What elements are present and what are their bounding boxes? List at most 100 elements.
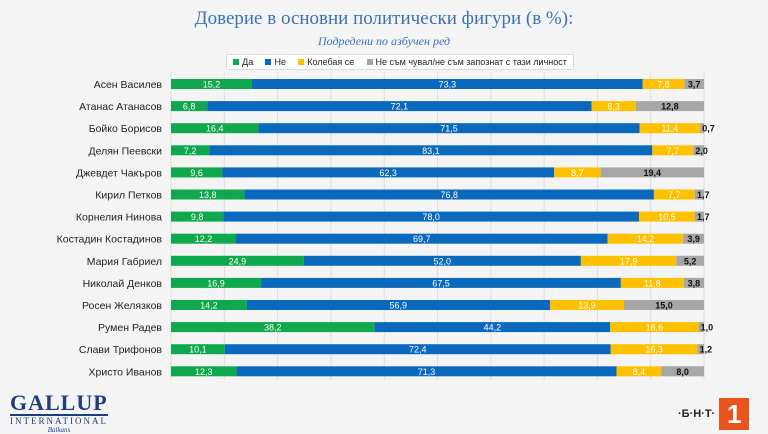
category-label: Николай Денков <box>83 278 163 290</box>
data-label: 1,7 <box>697 212 710 222</box>
data-label: 3,7 <box>688 80 701 90</box>
data-label: 7,8 <box>657 80 670 90</box>
bar-segment <box>554 167 601 178</box>
bar-segment <box>171 300 247 310</box>
bar-segment <box>171 344 225 355</box>
bar-segment <box>171 211 224 222</box>
data-label: 14,2 <box>200 301 218 311</box>
bar-segment <box>610 322 699 333</box>
bar-segment <box>246 300 550 310</box>
bar-segment <box>171 233 237 244</box>
data-label: 3,9 <box>687 234 700 244</box>
data-label: 15,2 <box>203 80 221 90</box>
bar-segment <box>635 101 704 112</box>
legend-swatch <box>366 59 373 65</box>
bar-segment <box>549 300 625 310</box>
data-label: 10,1 <box>189 345 207 355</box>
data-label: 17,9 <box>620 256 638 266</box>
data-label: 16,4 <box>206 124 224 134</box>
bar-segment <box>591 101 636 112</box>
data-label: 38,2 <box>264 323 282 333</box>
bar-segment <box>171 167 223 178</box>
category-label: Кирил Петков <box>95 190 162 202</box>
category-label: Атанас Атанасов <box>79 101 162 113</box>
legend-swatch <box>233 59 240 65</box>
category-label: Джевдет Чакъров <box>76 167 162 179</box>
data-label: 13,9 <box>578 301 596 311</box>
data-label: 8,4 <box>633 367 646 377</box>
data-label: 16,6 <box>646 323 664 333</box>
data-label: 12,8 <box>661 102 679 112</box>
legend-label: Не <box>274 57 286 67</box>
bar-segment <box>236 233 608 244</box>
bar-segment <box>693 145 704 156</box>
data-label: 13,8 <box>199 190 217 200</box>
category-label: Мария Габриел <box>87 256 162 268</box>
legend-item-hesitate: Колебая се <box>298 57 354 67</box>
data-label: 7,7 <box>667 146 680 156</box>
bar-segment <box>653 189 695 200</box>
data-label: 9,8 <box>191 212 204 222</box>
data-label: 73,3 <box>439 80 457 90</box>
data-label: 76,8 <box>440 190 458 200</box>
data-label: 16,9 <box>207 278 225 288</box>
data-label: 14,2 <box>637 234 655 244</box>
gallup-logo: GALLUP INTERNATIONAL Balkans <box>10 390 108 434</box>
bar-segment <box>374 322 611 333</box>
category-label: Делян Пеевски <box>88 145 162 157</box>
data-label: 62,3 <box>379 168 397 178</box>
data-label: 52,0 <box>434 256 452 266</box>
bar-segment <box>624 300 704 310</box>
legend-item-yes: Да <box>233 57 253 67</box>
data-label: 19,4 <box>644 168 662 178</box>
data-label: 10,5 <box>658 212 676 222</box>
bar-segment <box>303 255 581 266</box>
category-label: Бойко Борисов <box>89 123 163 135</box>
category-label: Асен Василев <box>94 79 163 91</box>
bar-segment <box>697 344 704 355</box>
bar-segment <box>700 123 704 134</box>
data-label: 5,2 <box>684 256 697 266</box>
data-label: 1,2 <box>700 345 713 355</box>
chart-title: Доверие в основни политически фигури (в … <box>194 8 574 29</box>
bar-segment <box>698 322 704 333</box>
data-label: 69,7 <box>413 234 431 244</box>
bar-segment <box>638 211 695 222</box>
bar-segment <box>171 123 259 134</box>
data-label: 12,3 <box>195 367 213 377</box>
bar-segment <box>171 189 245 200</box>
bar-segment <box>171 145 210 156</box>
legend-label: Да <box>242 57 254 67</box>
data-label: 8,3 <box>607 102 620 112</box>
bar-segment <box>639 123 701 134</box>
category-label: Корнелия Нинова <box>76 212 162 224</box>
bar-segment <box>600 167 704 178</box>
bar-segment <box>223 211 639 222</box>
bnt-logo: ·Б·Н·Т· 1 <box>678 398 750 430</box>
data-label: 11,4 <box>661 124 678 134</box>
legend-swatch <box>298 59 305 65</box>
legend: Да Не Колебая се Не съм чувал/не съм зап… <box>226 54 574 70</box>
data-label: 9,6 <box>190 168 203 178</box>
legend-swatch <box>265 59 272 65</box>
legend-item-no: Не <box>265 57 286 67</box>
bar-segment <box>222 167 555 178</box>
bar-segment <box>642 79 685 89</box>
chart-subtitle: Подредени по азбучен ред <box>317 34 451 48</box>
bar-segment <box>171 255 304 266</box>
data-label: 12,2 <box>195 234 213 244</box>
bar-segment <box>684 79 704 89</box>
bar-segment <box>171 366 237 377</box>
bar-segment <box>683 277 704 288</box>
data-label: 8,7 <box>571 168 584 178</box>
data-label: 71,3 <box>418 367 436 377</box>
bar-segment <box>171 277 262 288</box>
bar-segment <box>261 277 621 288</box>
bar-segment <box>661 366 704 377</box>
bar-segment <box>676 255 704 266</box>
category-label: Румен Радев <box>98 322 162 334</box>
bar-segment <box>207 101 592 112</box>
data-label: 8,0 <box>676 367 689 377</box>
data-label: 11,8 <box>644 278 661 288</box>
legend-label: Колебая се <box>307 57 355 67</box>
